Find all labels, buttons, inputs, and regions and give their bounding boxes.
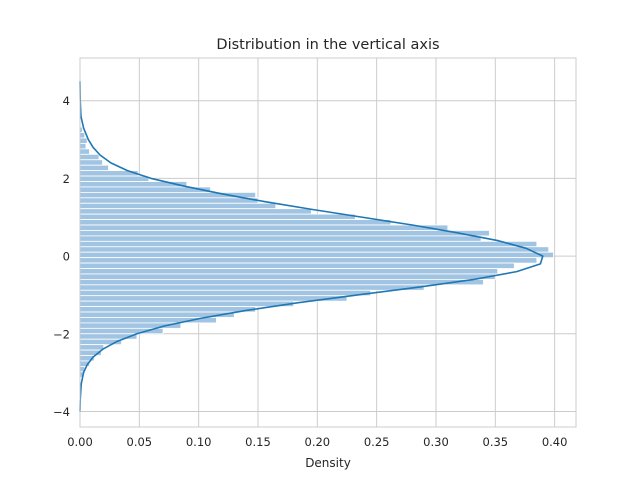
histogram-bar (79, 175, 150, 182)
histogram-bar (79, 143, 87, 150)
histogram-bars (79, 126, 554, 378)
histogram-bar (79, 208, 312, 215)
histogram-bar (79, 344, 105, 351)
x-tick-label: 0.20 (305, 435, 331, 449)
axes-border (79, 57, 577, 428)
histogram-bar (79, 159, 103, 166)
histogram-bar (79, 164, 109, 172)
kde-curve (79, 81, 544, 412)
histogram-bar (79, 278, 484, 286)
histogram-bar (79, 284, 425, 291)
histogram-bar (79, 219, 392, 226)
histogram-bar (79, 224, 449, 231)
x-tick-label: 0.05 (127, 435, 153, 449)
histogram-bar (79, 197, 259, 204)
x-tick-label: 0.25 (364, 435, 390, 449)
histogram-bar (79, 295, 348, 302)
x-tick-label: 0.15 (245, 435, 271, 449)
histogram-bar (79, 148, 90, 155)
histogram-bar (79, 137, 88, 144)
histogram-bar (79, 213, 356, 220)
kde-curve-group (79, 81, 544, 412)
y-tick-labels: 4 2 0 −2 −4 (53, 94, 70, 419)
y-tick-label: −2 (53, 327, 70, 341)
y-tick-label: 2 (63, 172, 70, 186)
histogram-bar (79, 268, 499, 275)
histogram-bar (79, 246, 550, 253)
histogram-bar (79, 289, 372, 297)
y-tick-label: 0 (63, 250, 70, 264)
histogram-bar (79, 273, 496, 280)
x-tick-label: 0.35 (483, 435, 509, 449)
histogram-bar (79, 300, 294, 307)
histogram-bar (79, 306, 257, 313)
histogram-bar (79, 257, 538, 264)
histogram-bar (79, 153, 100, 161)
x-tick-labels: 0.00 0.05 0.10 0.15 0.20 0.25 0.30 0.35 0.40 (67, 435, 567, 449)
histogram-bar (79, 132, 86, 139)
chart-title: Distribution in the vertical axis (216, 37, 439, 53)
x-tick-label: 0.10 (186, 435, 212, 449)
x-tick-label: 0.40 (542, 435, 568, 449)
x-axis-label: Density (305, 456, 351, 470)
histogram-bar (79, 235, 482, 242)
histogram-bar (79, 251, 554, 259)
histogram-bar (79, 317, 217, 324)
y-tick-label: 4 (63, 94, 70, 108)
x-tick-label: 0.00 (67, 435, 93, 449)
plot-frame (79, 57, 577, 428)
histogram-bar (79, 262, 515, 269)
histogram-bar (79, 230, 490, 237)
x-tick-label: 0.30 (423, 435, 449, 449)
histogram-bar (79, 240, 538, 248)
y-tick-label: −4 (53, 405, 70, 419)
histogram-bar (79, 202, 277, 210)
